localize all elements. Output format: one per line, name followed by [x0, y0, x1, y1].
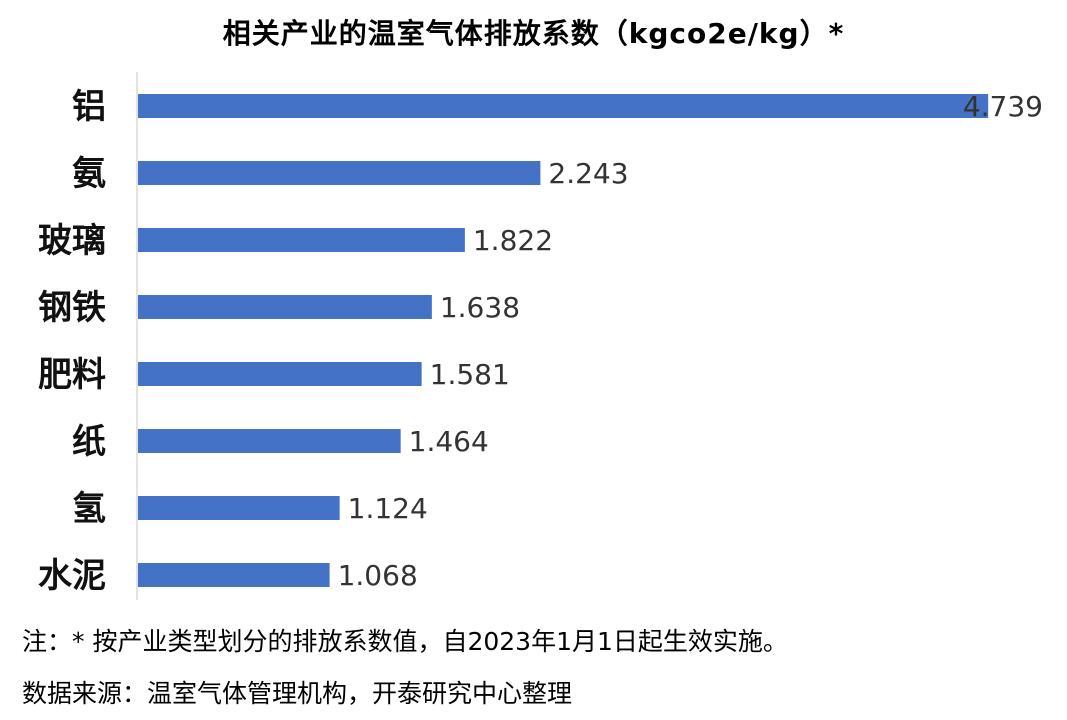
bar [138, 228, 465, 252]
bar-chart: 铝 4.739 氨 2.243 玻璃 1.822 钢铁 1.638 肥料 1.581 纸 1.464 氢… [38, 72, 1043, 600]
bar [138, 429, 401, 453]
footnote: 注：* 按产业类型划分的排放系数值，自2023年1月1日起生效实施。 [22, 627, 788, 656]
value-label: 1.464 [409, 425, 489, 458]
category-label: 氨 [72, 154, 106, 194]
category-label: 钢铁 [38, 288, 106, 328]
bar [138, 94, 989, 118]
category-label: 肥料 [38, 355, 106, 395]
bar [138, 161, 541, 185]
category-label: 水泥 [38, 556, 106, 596]
value-label: 1.068 [338, 559, 418, 592]
value-label: 1.638 [440, 291, 520, 324]
bar [138, 563, 330, 587]
value-label: 1.124 [348, 492, 428, 525]
category-label: 氢 [72, 489, 106, 529]
value-label: 1.581 [430, 358, 510, 391]
value-label: 1.822 [473, 224, 553, 257]
chart-title: 相关产业的温室气体排放系数（kgco2e/kg）* [222, 17, 845, 50]
value-label: 4.739 [963, 90, 1043, 123]
value-label: 2.243 [548, 157, 628, 190]
category-label: 铝 [72, 87, 106, 127]
bar [138, 295, 432, 319]
category-label: 玻璃 [38, 221, 106, 261]
bar [138, 362, 422, 386]
category-label: 纸 [72, 422, 106, 462]
data-source: 数据来源：温室气体管理机构，开泰研究中心整理 [22, 679, 573, 708]
bar [138, 496, 340, 520]
